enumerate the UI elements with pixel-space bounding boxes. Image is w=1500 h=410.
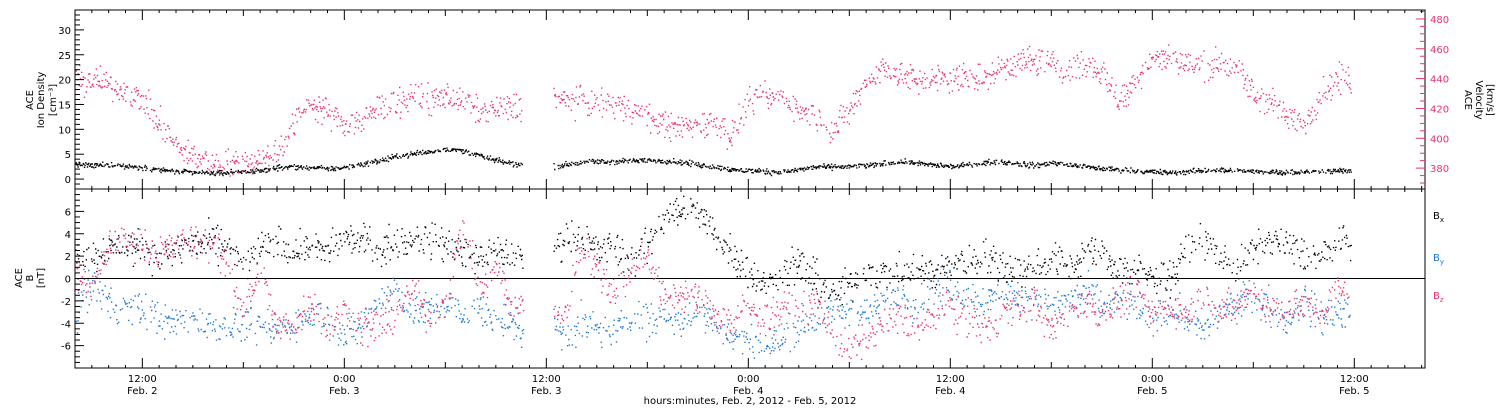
magnetic-tick-label: 2 bbox=[65, 252, 71, 263]
velocity-tick-label: 400 bbox=[1430, 134, 1449, 145]
x-tick-time-label: 0:00 bbox=[1141, 374, 1163, 385]
magnetic-axis-label-line-2: B bbox=[25, 274, 36, 281]
x-tick-time-label: 12:00 bbox=[1340, 374, 1369, 385]
magnetic-data-layer bbox=[75, 195, 1425, 361]
density-tick-label: 30 bbox=[58, 26, 71, 37]
density-axis: 0 5 10 15 20 25 30 bbox=[58, 9, 84, 190]
x-tick-date-label: Feb. 4 bbox=[733, 386, 763, 397]
density-axis-label-line-1: ACE bbox=[25, 90, 36, 110]
x-tick-date-label: Feb. 3 bbox=[329, 386, 359, 397]
magnetic-panel: -6 -4 -2 0 2 4 6 Bx By Bz ACE B [nT] bbox=[14, 188, 1444, 369]
magnetic-tick-label: -6 bbox=[61, 342, 71, 353]
density-tick-label: 10 bbox=[58, 125, 71, 136]
magnetic-legend: Bx By Bz bbox=[1433, 211, 1444, 304]
x-tick-date-label: Feb. 3 bbox=[531, 386, 561, 397]
legend-bz: Bz bbox=[1433, 291, 1444, 304]
x-tick-date-label: Feb. 4 bbox=[935, 386, 965, 397]
density-tick-label: 5 bbox=[65, 150, 71, 161]
density-axis-label-line-3: [cm⁻³] bbox=[48, 84, 59, 116]
x-tick-time-label: 0:00 bbox=[333, 374, 355, 385]
density-tick-label: 15 bbox=[58, 100, 71, 111]
x-axis-title: hours:minutes, Feb. 2, 2012 - Feb. 5, 20… bbox=[644, 396, 857, 407]
velocity-axis: 380 400 420 440 460 480 bbox=[1416, 10, 1449, 184]
x-tick-time-label: 0:00 bbox=[737, 374, 759, 385]
density-axis-label-line-2: Ion Density bbox=[36, 72, 47, 129]
magnetic-axis-label-line-3: [nT] bbox=[36, 268, 47, 288]
velocity-axis-label-line-1: ACE bbox=[1462, 90, 1473, 110]
velocity-tick-label: 420 bbox=[1430, 104, 1449, 115]
magnetic-axis: -6 -4 -2 0 2 4 6 bbox=[61, 194, 84, 363]
x-tick-date-label: Feb. 5 bbox=[1339, 386, 1369, 397]
magnetic-axis-label-line-1: ACE bbox=[14, 268, 25, 288]
x-tick-time-label: 12:00 bbox=[936, 374, 965, 385]
x-tick-date-label: Feb. 2 bbox=[127, 386, 157, 397]
density-tick-label: 0 bbox=[65, 175, 71, 186]
density-tick-label: 20 bbox=[58, 76, 71, 87]
velocity-tick-label: 460 bbox=[1430, 45, 1449, 56]
x-tick-time-label: 12:00 bbox=[128, 374, 157, 385]
magnetic-tick-label: 0 bbox=[65, 275, 71, 286]
point-cloud-bx bbox=[75, 195, 1352, 306]
density-tick-label: 25 bbox=[58, 51, 71, 62]
magnetic-tick-label: 4 bbox=[65, 230, 71, 241]
series-bx bbox=[75, 195, 1352, 306]
velocity-tick-label: 440 bbox=[1430, 75, 1449, 86]
magnetic-tick-label: -4 bbox=[61, 319, 71, 330]
magnetic-x-ticks bbox=[74, 189, 1423, 368]
velocity-tick-label: 480 bbox=[1430, 15, 1449, 26]
velocity-axis-label-line-3: [km/s] bbox=[1484, 84, 1495, 116]
legend-bx: Bx bbox=[1433, 211, 1444, 224]
legend-by: By bbox=[1433, 253, 1444, 266]
magnetic-tick-label: 6 bbox=[65, 207, 71, 218]
velocity-axis-label-line-2: Velocity bbox=[1473, 80, 1484, 119]
x-tick-time-label: 12:00 bbox=[532, 374, 561, 385]
x-tick-date-label: Feb. 5 bbox=[1137, 386, 1167, 397]
magnetic-tick-label: -2 bbox=[61, 297, 71, 308]
velocity-tick-label: 380 bbox=[1430, 164, 1449, 175]
